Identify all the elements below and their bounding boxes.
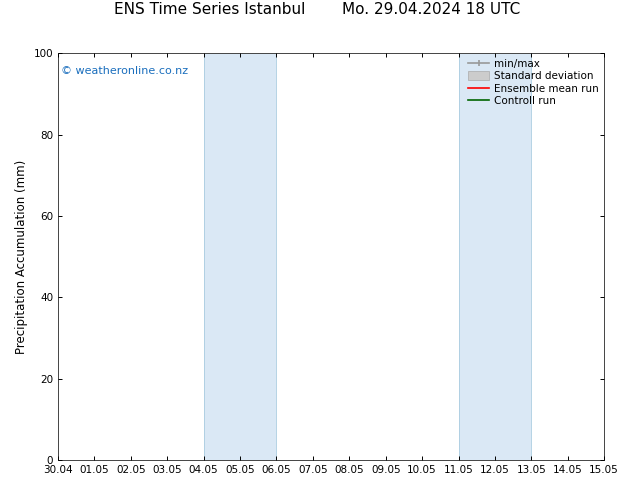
Text: ENS Time Series Istanbul: ENS Time Series Istanbul <box>113 2 305 17</box>
Text: © weatheronline.co.nz: © weatheronline.co.nz <box>61 66 188 75</box>
Text: Mo. 29.04.2024 18 UTC: Mo. 29.04.2024 18 UTC <box>342 2 521 17</box>
Bar <box>204 53 276 460</box>
Bar <box>458 53 531 460</box>
Legend: min/max, Standard deviation, Ensemble mean run, Controll run: min/max, Standard deviation, Ensemble me… <box>466 56 601 108</box>
Y-axis label: Precipitation Accumulation (mm): Precipitation Accumulation (mm) <box>15 160 28 354</box>
